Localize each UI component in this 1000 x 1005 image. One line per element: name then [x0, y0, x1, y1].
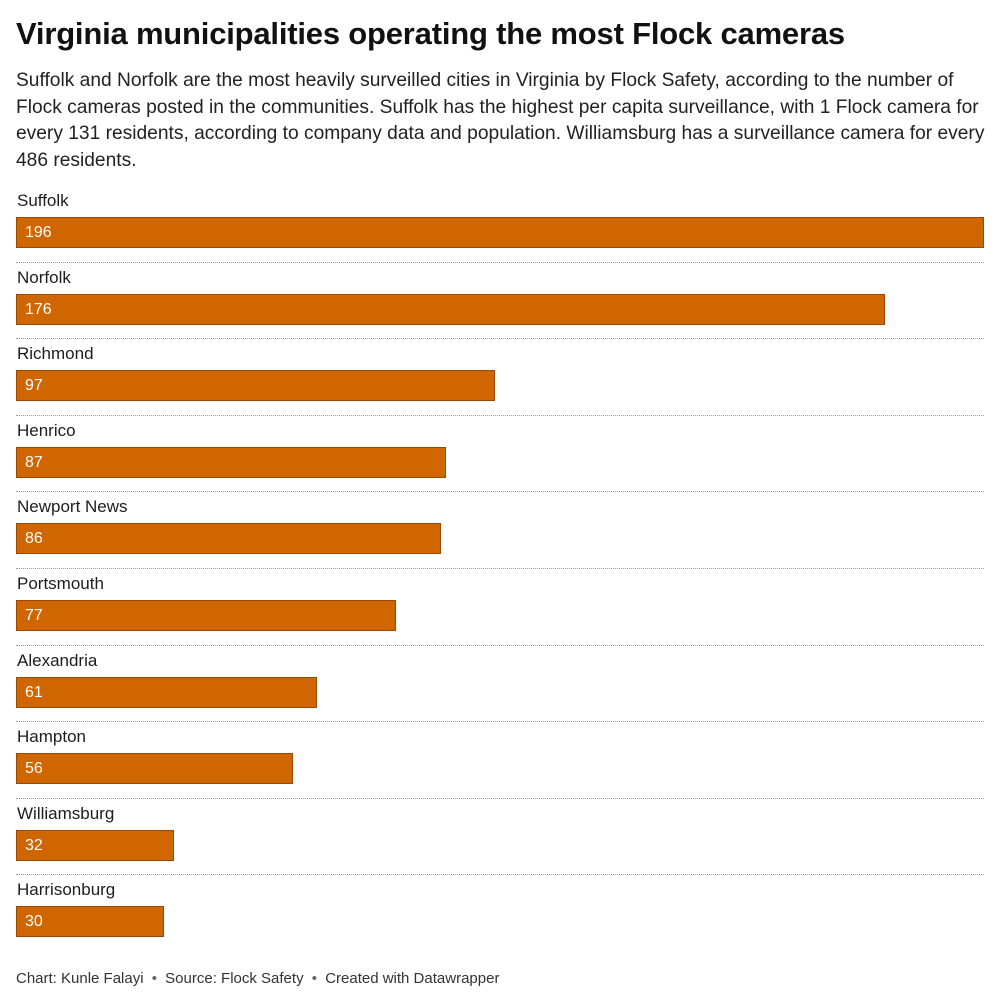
chart-footer: Chart: Kunle Falayi • Source: Flock Safe…	[16, 968, 499, 990]
bar-row: Alexandria 61	[16, 646, 984, 723]
bar: 61	[16, 676, 318, 708]
bar: 97	[16, 370, 496, 402]
bar-value-label: 176	[25, 300, 52, 318]
bar-row: Norfolk 176	[16, 263, 984, 340]
bar-label: Hampton	[17, 727, 86, 747]
bar-value-label: 97	[25, 377, 43, 395]
bar-value-label: 77	[25, 607, 43, 624]
chart-title: Virginia municipalities operating the mo…	[16, 16, 845, 51]
bar-value-label: 87	[25, 453, 43, 471]
footer-separator: •	[151, 970, 157, 987]
bar: 176	[16, 293, 886, 325]
bar-label: Alexandria	[17, 650, 98, 670]
bar: 86	[16, 523, 441, 555]
bar: 30	[16, 906, 165, 938]
bar: 77	[16, 600, 397, 631]
bar-row: Henrico 87	[16, 416, 984, 493]
bar-label: Portsmouth	[17, 574, 104, 593]
bar-chart: Suffolk 196 Norfolk 176 Richmond 97 Henrico 87 N…	[16, 186, 984, 946]
bar-row: Portsmouth 77	[16, 569, 984, 646]
footer-separator: •	[311, 970, 318, 987]
bar-value-label: 86	[25, 530, 43, 548]
datawrapper-credit[interactable]: Created with Datawrapper	[325, 970, 500, 987]
chart-subtitle: Suffolk and Norfolk are the most heavily…	[16, 70, 985, 171]
bar: 32	[16, 829, 175, 861]
chart-credit: Chart: Kunle Falayi	[16, 970, 144, 987]
bar-row: Williamsburg 32	[16, 799, 984, 876]
bar-label: Harrisonburg	[17, 880, 116, 900]
bar-row: Hampton 56	[16, 722, 984, 799]
bar-label: Henrico	[17, 420, 76, 440]
bar: 87	[16, 446, 446, 478]
bar-label: Norfolk	[17, 267, 71, 287]
bar-row: Newport News 86	[16, 492, 984, 569]
bar: 196	[16, 217, 984, 248]
bar-row: Harrisonburg 30	[16, 875, 984, 952]
bar-value-label: 196	[25, 224, 52, 241]
bar-label: Suffolk	[17, 191, 69, 210]
bar-label: Newport News	[17, 497, 128, 517]
bar-value-label: 61	[25, 683, 43, 701]
bar-value-label: 32	[25, 836, 43, 854]
bar-label: Richmond	[17, 344, 94, 364]
bar: 56	[16, 753, 293, 785]
bar-value-label: 56	[25, 760, 43, 778]
bar-row: Richmond 97	[16, 339, 984, 416]
source-link: Source: Flock Safety	[165, 970, 304, 987]
bar-value-label: 30	[25, 913, 43, 931]
bar-row: Suffolk 196	[16, 186, 984, 263]
bar-label: Williamsburg	[17, 803, 115, 823]
